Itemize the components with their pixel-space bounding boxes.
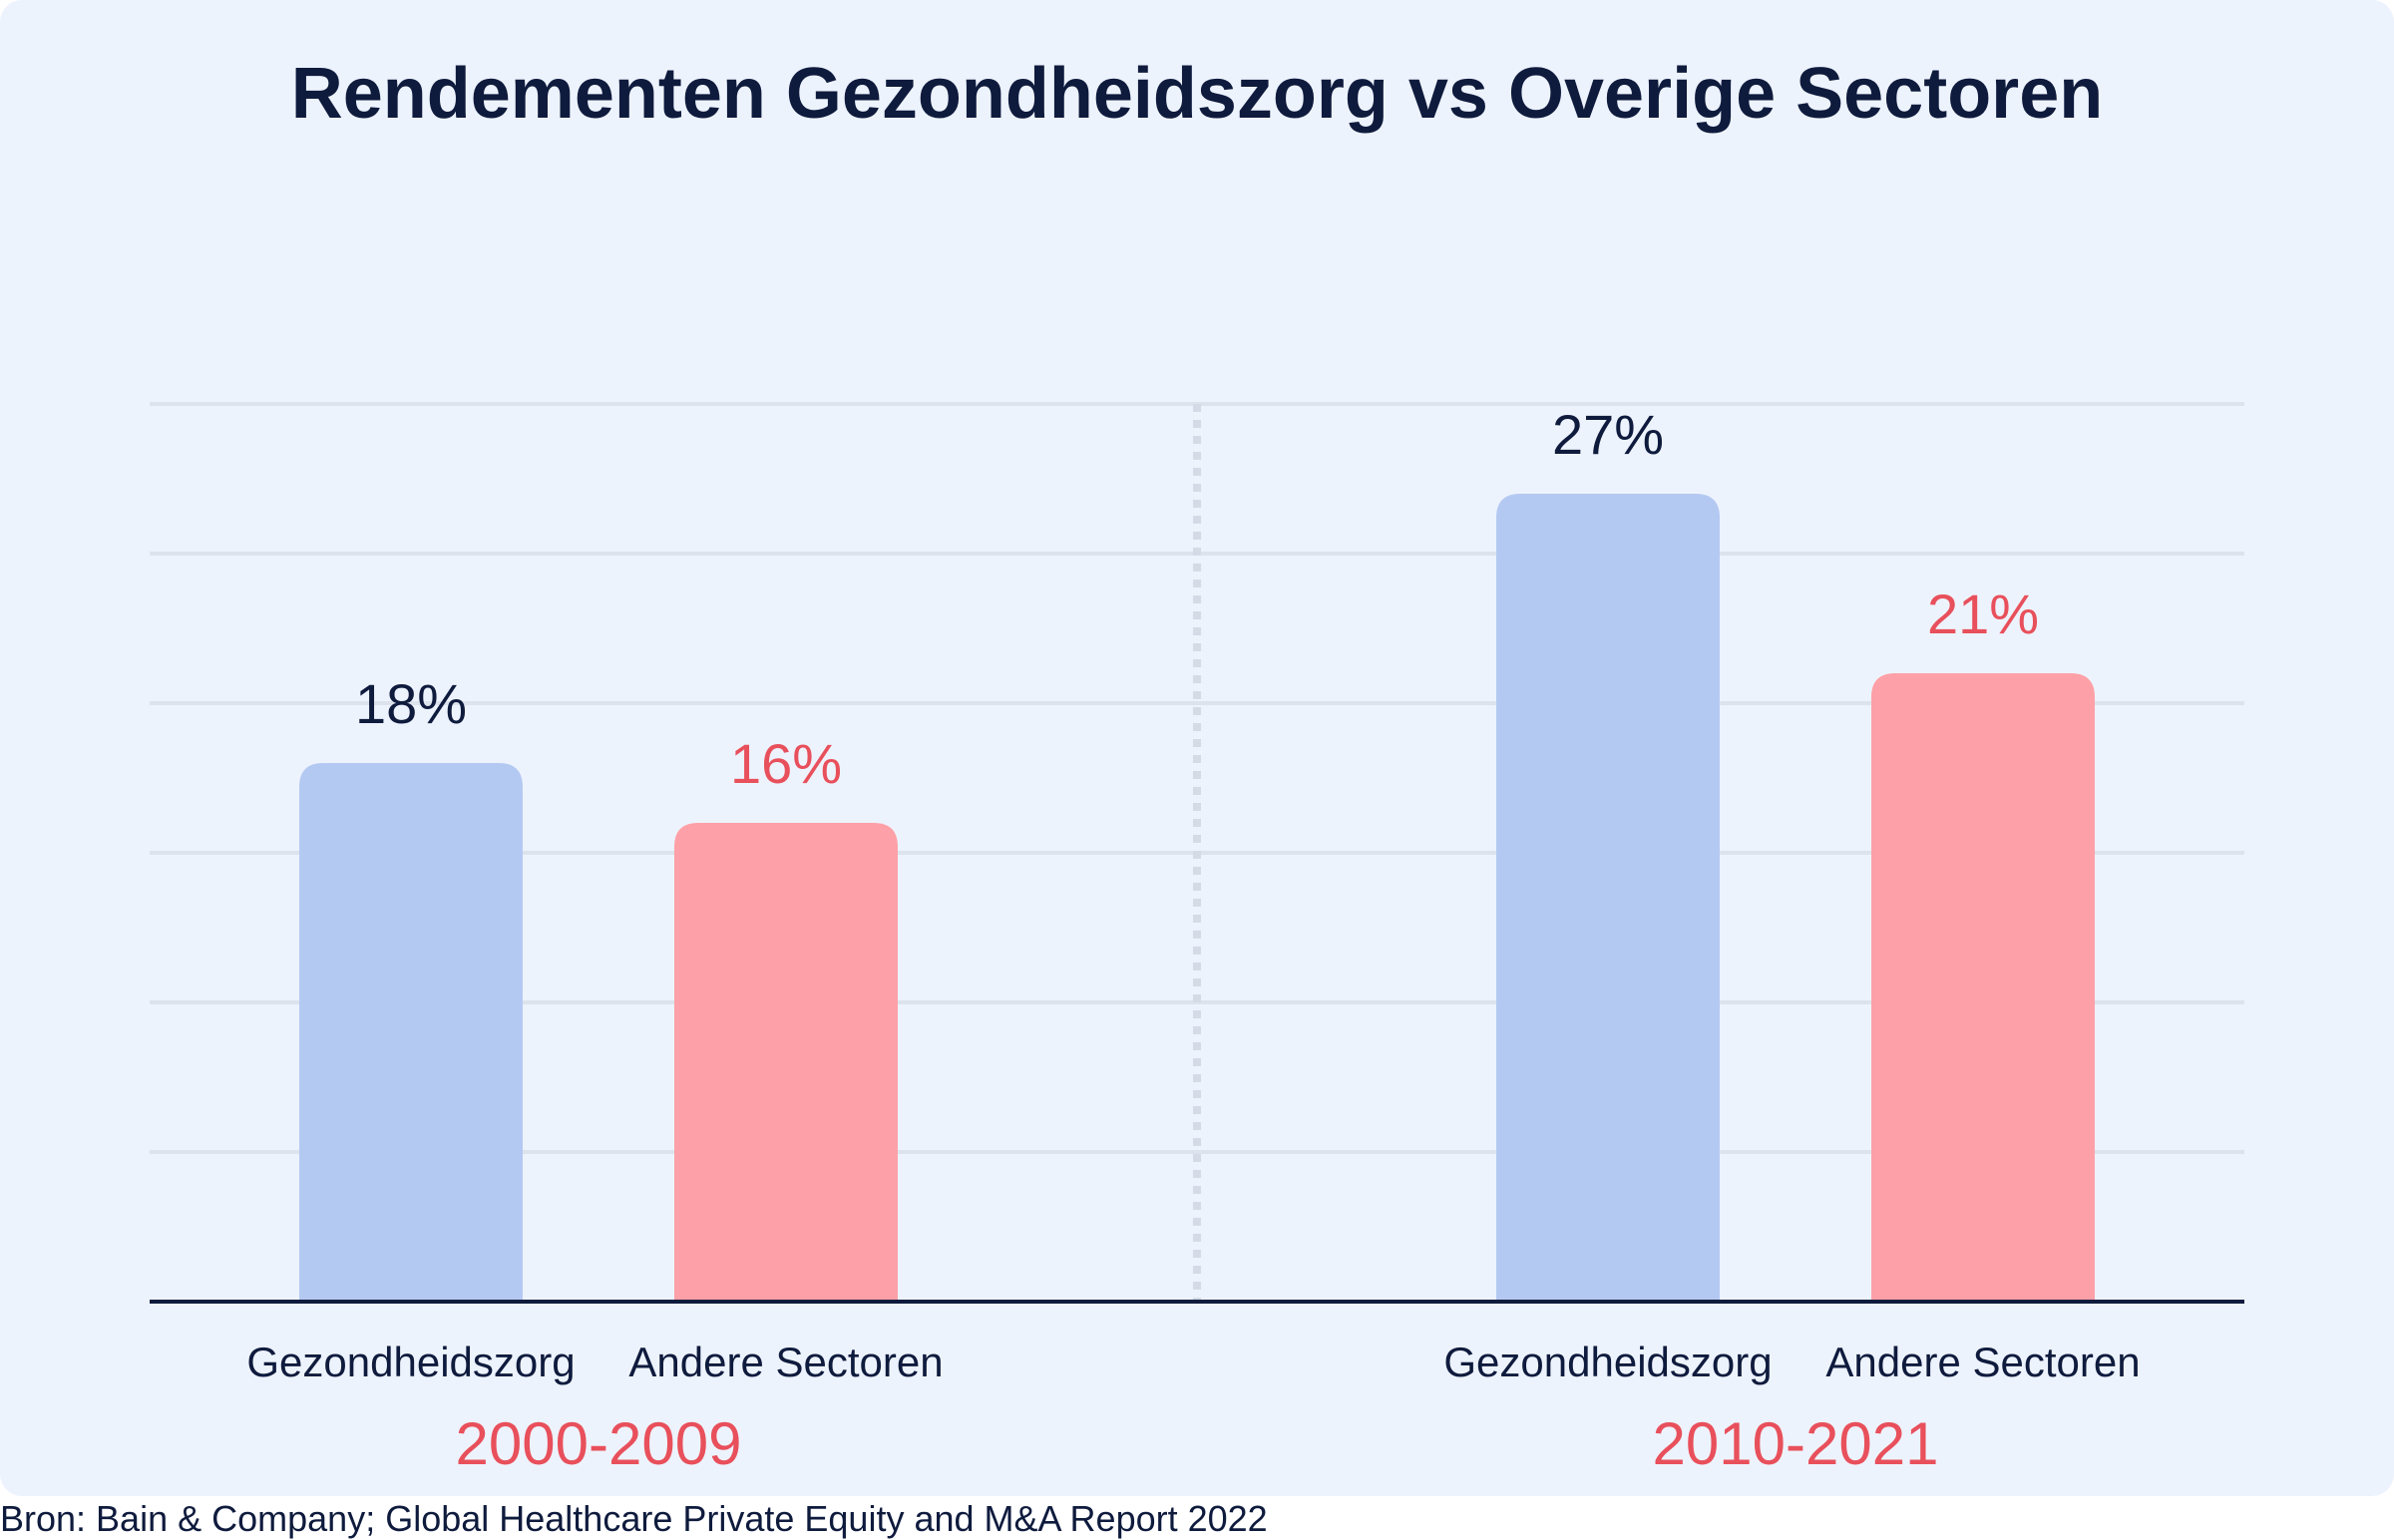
value-label: 21% [1927,582,2039,645]
value-label: 16% [730,732,842,795]
bars [299,494,2095,1302]
bar-other-2 [1871,673,2095,1302]
bar-healthcare-2 [1496,494,1720,1302]
period-label: 2000-2009 [456,1410,742,1477]
bar-healthcare-1 [299,763,523,1302]
labels: 18% Gezondheidszorg 16% Andere Sectoren 2000… [246,403,2140,1477]
chart-title: Rendementen Gezondheidszorg vs Overige S… [291,54,2103,134]
source-note: Bron: Bain & Company; Global Healthcare … [0,1498,1268,1539]
value-label: 27% [1552,403,1664,466]
bar-chart: Rendementen Gezondheidszorg vs Overige S… [150,54,2244,1477]
category-label: Gezondheidszorg [1443,1339,1772,1385]
period-label: 2010-2021 [1653,1410,1939,1477]
bar-other-1 [674,823,898,1302]
category-label: Andere Sectoren [628,1339,943,1385]
category-label: Gezondheidszorg [246,1339,575,1385]
category-label: Andere Sectoren [1825,1339,2140,1385]
value-label: 18% [355,672,467,735]
